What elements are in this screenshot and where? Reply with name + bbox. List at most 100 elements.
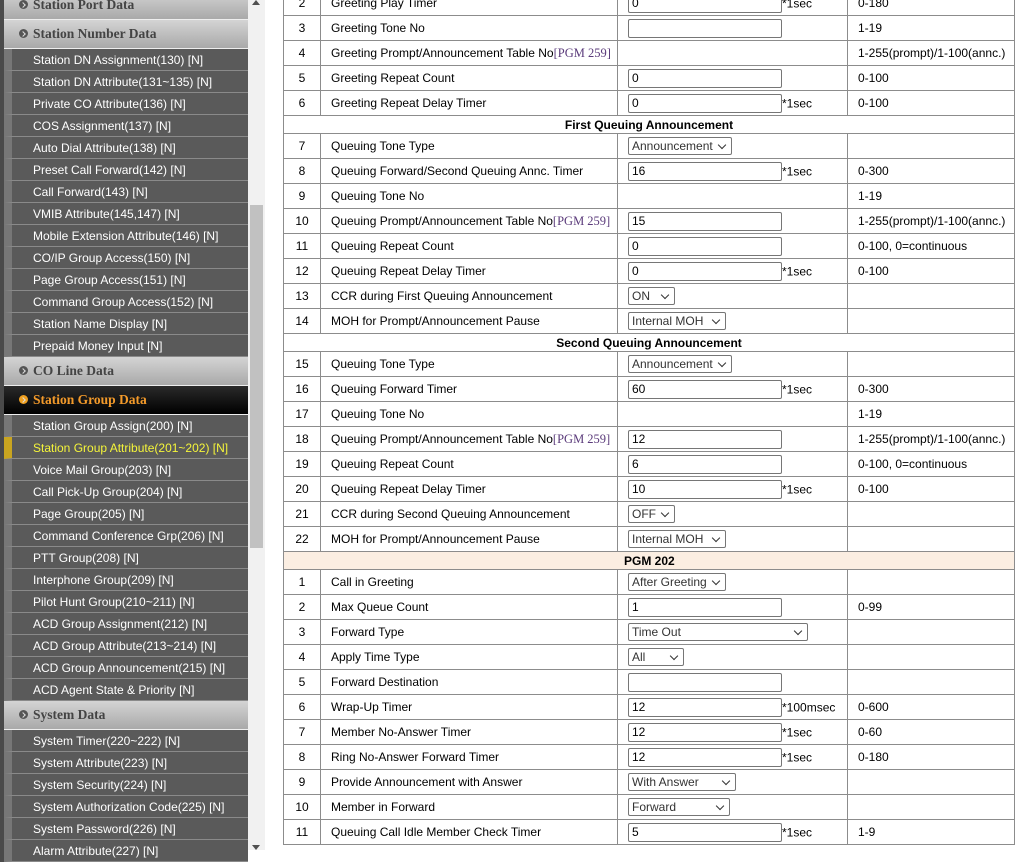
pgm-link[interactable]: [PGM 259] xyxy=(553,45,611,60)
sidebar-item[interactable]: System Timer(220~222) [N] xyxy=(4,730,248,752)
ccr-during-second-queuing-announcement-select[interactable]: OFF xyxy=(628,505,675,523)
scroll-up-arrow-icon[interactable] xyxy=(252,0,260,5)
queuing-forward-second-queuing-annc-timer-input[interactable]: 16 xyxy=(628,161,782,181)
apply-time-type-select[interactable]: All xyxy=(628,648,684,666)
range-cell xyxy=(847,769,1015,795)
call-in-greeting-select[interactable]: After Greeting xyxy=(628,573,726,591)
sidebar-item[interactable]: Page Group Access(151) [N] xyxy=(4,269,248,291)
queuing-repeat-count-input[interactable]: 6 xyxy=(628,454,782,474)
chevron-down-icon xyxy=(793,626,803,636)
field-label: Forward Destination xyxy=(331,675,439,689)
greeting-repeat-count-input[interactable]: 0 xyxy=(628,68,782,88)
sidebar-item[interactable]: Preset Call Forward(142) [N] xyxy=(4,159,248,181)
sidebar-item[interactable]: Station Name Display [N] xyxy=(4,313,248,335)
chevron-down-icon xyxy=(669,651,679,661)
sidebar-item[interactable]: System Security(224) [N] xyxy=(4,774,248,796)
sidebar-item[interactable]: Pilot Hunt Group(210~211) [N] xyxy=(4,591,248,613)
sidebar-item[interactable]: ACD Agent State & Priority [N] xyxy=(4,679,248,701)
sidebar-section-station-group-data[interactable]: Station Group Data xyxy=(4,386,248,415)
sidebar-item[interactable]: Page Group(205) [N] xyxy=(4,503,248,525)
sidebar-item[interactable]: ACD Group Announcement(215) [N] xyxy=(4,657,248,679)
sidebar-item[interactable]: VMIB Attribute(145,147) [N] xyxy=(4,203,248,225)
greeting-repeat-delay-timer-input[interactable]: 0 xyxy=(628,93,782,113)
row-number: 15 xyxy=(283,351,321,377)
moh-for-prompt-announcement-pause-select[interactable]: Internal MOH xyxy=(628,530,726,548)
sidebar-item[interactable]: Auto Dial Attribute(138) [N] xyxy=(4,137,248,159)
sidebar-item[interactable]: ACD Group Attribute(213~214) [N] xyxy=(4,635,248,657)
sidebar-section-co-line-data[interactable]: CO Line Data xyxy=(4,357,248,386)
wrap-up-timer-input[interactable]: 12 xyxy=(628,697,782,717)
pgm-link[interactable]: [PGM 259] xyxy=(552,213,611,228)
sidebar-item[interactable]: Prepaid Money Input [N] xyxy=(4,335,248,357)
chevron-down-icon xyxy=(711,315,721,325)
queuing-tone-type-select[interactable]: Announcement xyxy=(628,355,732,373)
section-title: Second Queuing Announcement xyxy=(283,333,1015,352)
ring-no-answer-forward-timer-input[interactable]: 12 xyxy=(628,747,782,767)
row-number: 9 xyxy=(283,183,321,209)
sidebar-item[interactable]: Call Forward(143) [N] xyxy=(4,181,248,203)
sidebar-item[interactable]: Interphone Group(209) [N] xyxy=(4,569,248,591)
chevron-right-icon xyxy=(19,0,28,9)
sidebar-section-station-number-data[interactable]: Station Number Data xyxy=(4,20,248,49)
label-cell: MOH for Prompt/Announcement Pause xyxy=(320,526,618,552)
sidebar-item[interactable]: Command Conference Grp(206) [N] xyxy=(4,525,248,547)
sidebar-item[interactable]: PTT Group(208) [N] xyxy=(4,547,248,569)
sidebar-item[interactable]: ACD Group Assignment(212) [N] xyxy=(4,613,248,635)
scrollbar-thumb[interactable] xyxy=(250,205,263,548)
sidebar-item[interactable]: Station Group Assign(200) [N] xyxy=(4,415,248,437)
queuing-repeat-count-input[interactable]: 0 xyxy=(628,236,782,256)
field-label: Queuing Repeat Count xyxy=(331,239,454,253)
value-cell: 0 *1sec xyxy=(617,90,848,116)
queuing-prompt-announcement-table-no-input[interactable]: 15 xyxy=(628,211,782,231)
pgm-link[interactable]: [PGM 259] xyxy=(552,431,611,446)
sidebar-item[interactable]: Voice Mail Group(203) [N] xyxy=(4,459,248,481)
sidebar-item[interactable]: COS Assignment(137) [N] xyxy=(4,115,248,137)
range-cell xyxy=(847,669,1015,695)
queuing-repeat-delay-timer-input[interactable]: 10 xyxy=(628,479,782,499)
field-label: Queuing Tone No xyxy=(331,189,425,203)
chevron-down-icon xyxy=(717,358,727,368)
sidebar-item[interactable]: Call Pick-Up Group(204) [N] xyxy=(4,481,248,503)
sidebar-item[interactable]: Alarm Attribute(227) [N] xyxy=(4,840,248,862)
field-label: Queuing Prompt/Announcement Table No xyxy=(331,213,553,228)
moh-for-prompt-announcement-pause-select[interactable]: Internal MOH xyxy=(628,312,726,330)
provide-announcement-with-answer-select[interactable]: With Answer xyxy=(628,773,736,791)
field-label: Greeting Prompt/Announcement Table No xyxy=(331,45,554,60)
sidebar-item[interactable]: Private CO Attribute(136) [N] xyxy=(4,93,248,115)
sidebar-section-system-data[interactable]: System Data xyxy=(4,701,248,730)
range-cell: 0-100, 0=continuous xyxy=(847,233,1015,259)
sidebar-item[interactable]: CO/IP Group Access(150) [N] xyxy=(4,247,248,269)
greeting-tone-no-input[interactable] xyxy=(628,18,782,38)
sidebar-item[interactable]: Mobile Extension Attribute(146) [N] xyxy=(4,225,248,247)
queuing-forward-timer-input[interactable]: 60 xyxy=(628,379,782,399)
greeting-play-timer-input[interactable]: 0 xyxy=(628,0,782,13)
sidebar-item[interactable]: System Attribute(223) [N] xyxy=(4,752,248,774)
scroll-down-arrow-icon[interactable] xyxy=(252,845,260,850)
sidebar-item[interactable]: Station Group Attribute(201~202) [N] xyxy=(4,437,248,459)
member-no-answer-timer-input[interactable]: 12 xyxy=(628,722,782,742)
sidebar-item[interactable]: System Password(226) [N] xyxy=(4,818,248,840)
field-label: Apply Time Type xyxy=(331,650,420,664)
range-cell: 0-100 xyxy=(847,476,1015,502)
forward-destination-input[interactable] xyxy=(628,672,782,692)
sidebar-item[interactable]: System Authorization Code(225) [N] xyxy=(4,796,248,818)
member-in-forward-select[interactable]: Forward xyxy=(628,798,730,816)
value-cell: 0 xyxy=(617,233,848,259)
sidebar-item[interactable]: Station DN Attribute(131~135) [N] xyxy=(4,71,248,93)
label-cell: Queuing Repeat Count xyxy=(320,233,618,259)
max-queue-count-input[interactable]: 1 xyxy=(628,597,782,617)
row-number: 6 xyxy=(283,694,321,720)
sidebar-item[interactable]: Command Group Access(152) [N] xyxy=(4,291,248,313)
sidebar-scrollbar[interactable] xyxy=(248,0,265,850)
queuing-prompt-announcement-table-no-input[interactable]: 12 xyxy=(628,429,782,449)
ccr-during-first-queuing-announcement-select[interactable]: ON xyxy=(628,287,675,305)
queuing-repeat-delay-timer-input[interactable]: 0 xyxy=(628,261,782,281)
queuing-call-idle-member-check-timer-input[interactable]: 5 xyxy=(628,822,782,842)
sidebar-section-station-port-data[interactable]: Station Port Data xyxy=(4,0,248,20)
value-cell xyxy=(617,401,848,427)
sidebar-item[interactable]: Station DN Assignment(130) [N] xyxy=(4,49,248,71)
queuing-tone-type-select[interactable]: Announcement xyxy=(628,137,732,155)
forward-type-select[interactable]: Time Out xyxy=(628,623,808,641)
table-row: 5 Greeting Repeat Count 0 0-100 xyxy=(283,65,1015,91)
table-row: 2 Max Queue Count 1 0-99 xyxy=(283,594,1015,620)
